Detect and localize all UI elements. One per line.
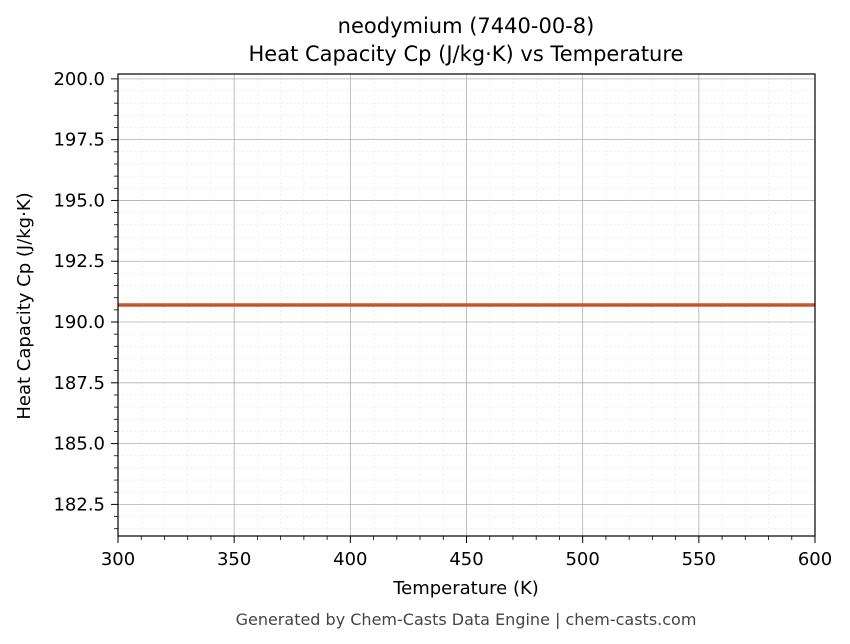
y-tick-label: 192.5 [53,251,105,272]
y-axis-ticks: 182.5 185.0 187.5 190.0 192.5 195.0 197.5 200.0 [53,69,118,530]
y-tick-label: 197.5 [53,130,105,151]
y-tick-label: 182.5 [53,494,105,515]
x-tick-label: 400 [333,549,367,570]
y-tick-label: 187.5 [53,373,105,394]
chart-subtitle: Heat Capacity Cp (J/kg·K) vs Temperature [249,42,684,66]
y-tick-label: 185.0 [53,434,105,455]
chart-title: neodymium (7440-00-8) [338,14,595,38]
x-tick-label: 300 [101,549,135,570]
y-axis-label: Heat Capacity Cp (J/kg·K) [14,192,35,419]
x-tick-label: 550 [682,549,716,570]
x-axis-label: Temperature (K) [392,578,539,599]
y-tick-label: 200.0 [53,69,105,90]
y-tick-label: 190.0 [53,312,105,333]
x-tick-label: 500 [565,549,599,570]
x-tick-label: 350 [217,549,251,570]
x-axis-ticks: 300 350 400 450 500 550 600 [101,536,832,570]
y-tick-label: 195.0 [53,190,105,211]
footer-credit: Generated by Chem-Casts Data Engine | ch… [236,610,697,629]
x-tick-label: 450 [449,549,483,570]
x-tick-label: 600 [798,549,832,570]
